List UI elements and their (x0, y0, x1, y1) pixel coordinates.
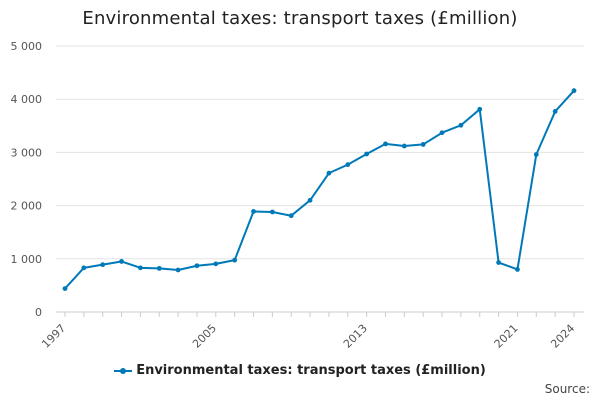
x-tick-label: 2013 (341, 322, 370, 351)
y-tick-label: 5 000 (11, 40, 43, 53)
data-point (156, 265, 162, 271)
y-tick-label: 4 000 (11, 93, 43, 106)
data-point (533, 152, 539, 157)
data-point (232, 257, 238, 263)
data-point (288, 213, 294, 219)
data-point (81, 265, 87, 271)
data-point (420, 142, 426, 147)
legend-swatch (114, 366, 133, 376)
data-point (439, 130, 445, 136)
data-point (307, 197, 313, 203)
data-point (138, 265, 143, 271)
data-point (515, 267, 520, 272)
x-tick-label: 2021 (492, 322, 521, 351)
series-layer (62, 88, 577, 291)
data-point (119, 259, 124, 264)
data-point (62, 286, 68, 291)
legend-label: Environmental taxes: transport taxes (£m… (136, 363, 486, 378)
x-tick-label: 2005 (190, 322, 219, 351)
data-point (458, 122, 464, 128)
y-tick-label: 1 000 (11, 253, 43, 266)
chart-title: Environmental taxes: transport taxes (£m… (82, 8, 518, 29)
source-label: Source: (544, 382, 590, 396)
data-point (175, 267, 181, 273)
data-point (401, 143, 407, 149)
data-point (345, 162, 351, 168)
x-axis: 1997 2005 2013 2021 2024 (39, 311, 584, 351)
y-axis: 0 1 000 2 000 3 000 4 000 5 000 (11, 40, 43, 319)
series-line (64, 89, 575, 290)
data-point (269, 209, 275, 215)
data-point (364, 151, 370, 157)
data-point (100, 262, 106, 268)
x-tick-label: 1997 (39, 322, 68, 351)
data-point (213, 261, 219, 267)
legend-swatch-marker (120, 367, 127, 374)
data-point (383, 141, 388, 147)
y-tick-label: 0 (35, 306, 42, 319)
data-point (251, 209, 256, 214)
y-tick-label: 2 000 (11, 200, 43, 213)
data-point (496, 260, 501, 265)
legend[interactable]: Environmental taxes: transport taxes (£m… (0, 363, 600, 378)
data-point (552, 109, 558, 114)
data-point (326, 170, 332, 176)
data-point (194, 263, 200, 269)
data-point (571, 88, 577, 94)
gridlines (56, 45, 584, 260)
y-tick-label: 3 000 (11, 146, 43, 159)
x-tick-label: 2024 (548, 322, 577, 351)
data-point (477, 106, 483, 112)
